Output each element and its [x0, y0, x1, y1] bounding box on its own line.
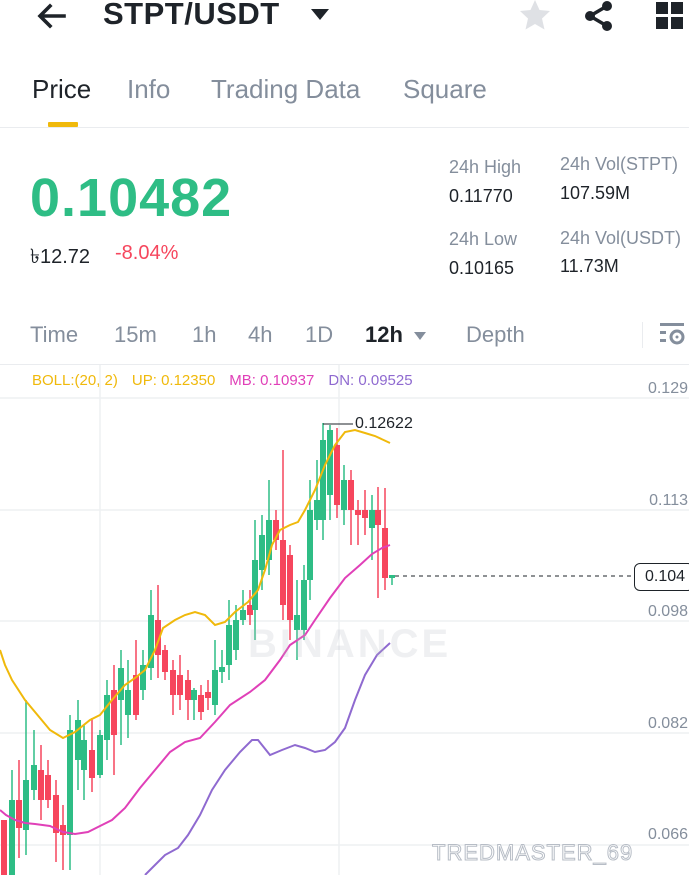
vol-quote-value: 11.73M	[560, 256, 619, 276]
star-icon[interactable]	[518, 0, 552, 31]
candlestick-chart[interactable]	[0, 365, 689, 875]
interval-15m[interactable]: 15m	[114, 322, 157, 347]
boll-mb: MB: 0.10937	[229, 372, 315, 389]
divider	[0, 364, 689, 365]
back-arrow-icon[interactable]	[34, 0, 68, 34]
vol-quote-label: 24h Vol(USDT)	[560, 228, 682, 248]
high-24h-value: 0.11770	[449, 186, 513, 206]
y-tick: 0.113	[649, 492, 688, 509]
tab-price[interactable]: Price	[32, 74, 92, 104]
caret-down-icon[interactable]	[311, 9, 329, 20]
interval-bar: Time 15m 1h 4h 1D 12h Depth	[0, 318, 689, 358]
tab-info[interactable]: Info	[127, 74, 171, 104]
boll-up: UP: 0.12350	[131, 372, 216, 389]
low-24h-label: 24h Low	[449, 229, 518, 249]
divider	[642, 322, 643, 348]
high-24h-label: 24h High	[449, 157, 522, 177]
header: STPT/USDT	[0, 0, 689, 40]
high-marker-label: 0.12622	[355, 415, 413, 432]
boll-params: BOLL:(20, 2)	[32, 372, 118, 389]
pair-title[interactable]: STPT/USDT	[103, 0, 280, 31]
grid-menu-icon[interactable]	[656, 2, 684, 30]
y-tick: 0.082	[647, 715, 688, 732]
last-price: 0.10482	[30, 168, 233, 228]
credit-watermark: TREDMASTER_69	[431, 840, 634, 866]
interval-4h[interactable]: 4h	[248, 322, 273, 347]
active-tab-indicator	[48, 122, 78, 127]
vol-base-label: 24h Vol(STPT)	[560, 154, 679, 174]
chart-settings-icon[interactable]	[660, 323, 686, 347]
low-24h-value: 0.10165	[449, 258, 515, 278]
y-tick: 0.129	[647, 380, 688, 397]
binance-watermark: BINANCE	[248, 622, 452, 666]
main-tabs: Price Info Trading Data Square	[0, 70, 689, 128]
interval-1h[interactable]: 1h	[192, 322, 217, 347]
tab-trading-data[interactable]: Trading Data	[211, 74, 361, 104]
y-tick: 0.066	[647, 826, 688, 843]
vol-base-value: 107.59M	[560, 183, 631, 203]
interval-time[interactable]: Time	[30, 322, 79, 347]
tab-square[interactable]: Square	[403, 74, 487, 104]
boll-legend: BOLL:(20, 2) UP: 0.12350 MB: 0.10937 DN: 0.…	[32, 372, 427, 389]
share-icon[interactable]	[583, 0, 615, 32]
y-tick: 0.098	[647, 603, 688, 620]
interval-1d[interactable]: 1D	[305, 322, 334, 347]
current-price-tag: 0.104	[634, 563, 689, 591]
fiat-price: ৳12.72	[30, 246, 91, 268]
change-percent: -8.04%	[115, 242, 179, 264]
boll-dn: DN: 0.09525	[328, 372, 413, 389]
interval-depth[interactable]: Depth	[466, 322, 525, 347]
interval-caret-down-icon[interactable]	[414, 332, 426, 340]
interval-12h[interactable]: 12h	[365, 322, 403, 347]
